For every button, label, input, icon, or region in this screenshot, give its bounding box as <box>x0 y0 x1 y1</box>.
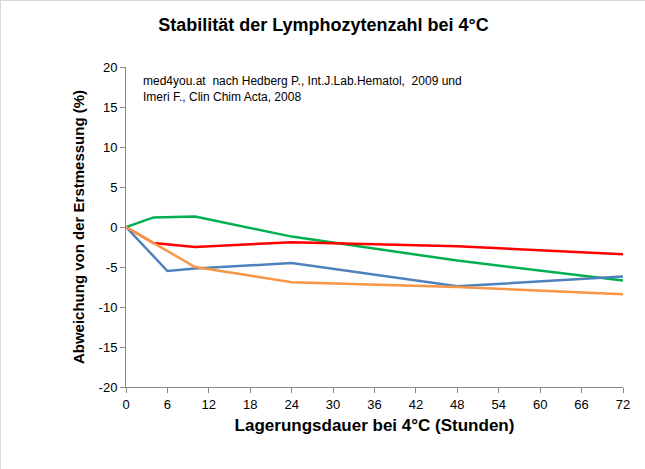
svg-text:-15: -15 <box>99 340 118 355</box>
svg-text:-10: -10 <box>99 300 118 315</box>
svg-text:66: 66 <box>574 397 588 412</box>
svg-text:6: 6 <box>164 397 171 412</box>
svg-text:-5: -5 <box>106 260 118 275</box>
svg-text:30: 30 <box>326 397 340 412</box>
svg-text:48: 48 <box>450 397 464 412</box>
svg-text:24: 24 <box>284 397 298 412</box>
svg-text:54: 54 <box>492 397 506 412</box>
svg-text:10: 10 <box>103 140 117 155</box>
svg-text:Stabilität der Lymphozytenzahl: Stabilität der Lymphozytenzahl bei 4°C <box>158 15 489 35</box>
svg-text:12: 12 <box>202 397 216 412</box>
svg-text:36: 36 <box>367 397 381 412</box>
svg-text:15: 15 <box>103 100 117 115</box>
svg-text:-20: -20 <box>99 380 118 395</box>
svg-text:med4you.at nach Hedberg P., I: med4you.at nach Hedberg P., Int.J.Lab.He… <box>143 74 462 104</box>
svg-text:0: 0 <box>110 220 117 235</box>
svg-text:72: 72 <box>616 397 630 412</box>
svg-text:5: 5 <box>110 180 117 195</box>
svg-text:Lagerungsdauer bei 4°C (Stunde: Lagerungsdauer bei 4°C (Stunden) <box>235 416 515 435</box>
svg-text:20: 20 <box>103 60 117 75</box>
svg-text:18: 18 <box>243 397 257 412</box>
svg-text:42: 42 <box>409 397 423 412</box>
svg-text:60: 60 <box>533 397 547 412</box>
svg-text:Abweichung von der Erstmessung: Abweichung von der Erstmessung (%) <box>70 90 87 364</box>
svg-text:0: 0 <box>122 397 129 412</box>
